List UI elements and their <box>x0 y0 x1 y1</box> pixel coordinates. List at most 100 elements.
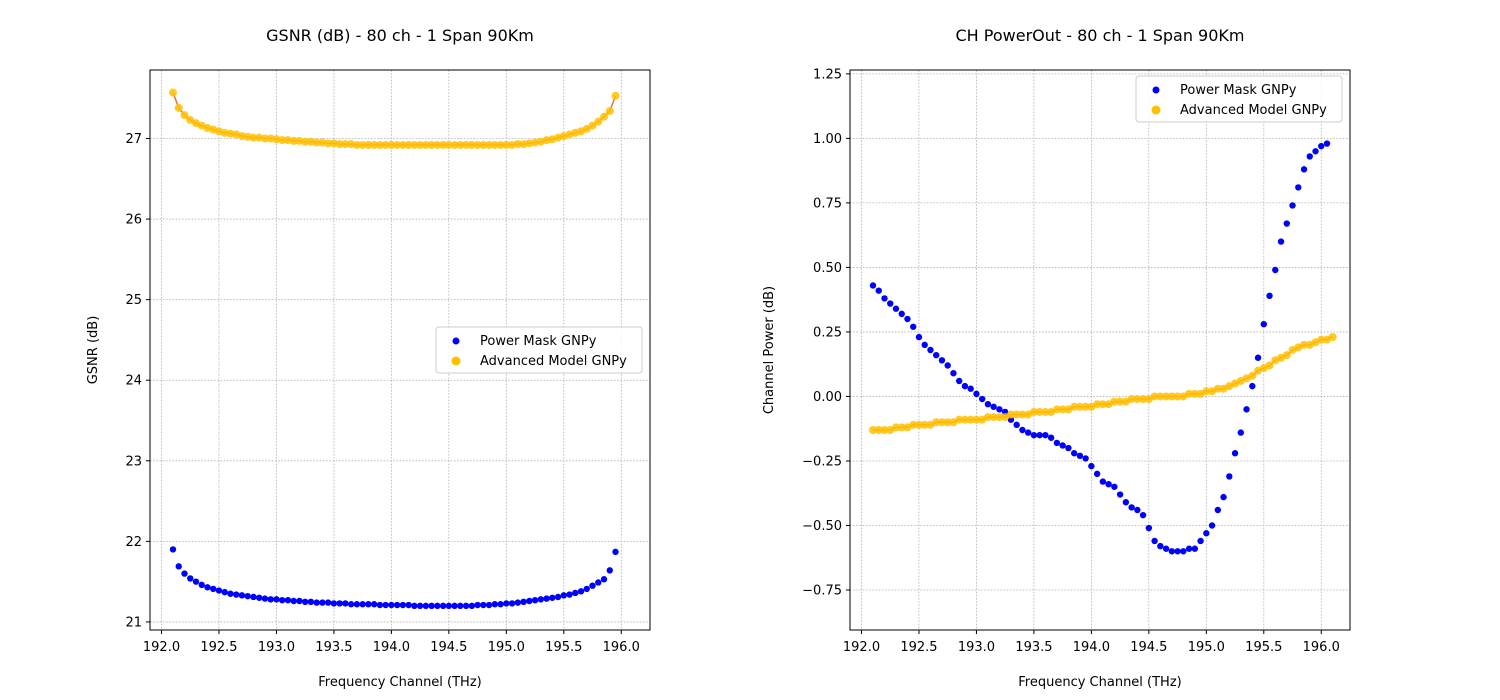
data-point <box>543 595 550 602</box>
x-tick-label: 193.5 <box>315 640 352 655</box>
data-point <box>261 595 269 602</box>
data-point <box>221 588 228 596</box>
data-point <box>577 588 585 595</box>
data-point <box>416 140 425 149</box>
data-point <box>1202 387 1211 396</box>
data-point <box>1006 410 1015 419</box>
data-point <box>898 310 905 318</box>
chart-title: CH PowerOut - 80 ch - 1 Span 90Km <box>956 26 1245 45</box>
data-point <box>531 596 539 604</box>
legend-box <box>435 326 643 374</box>
data-point <box>1133 395 1142 404</box>
data-point <box>537 596 544 603</box>
data-point <box>1093 400 1102 409</box>
data-point <box>215 587 223 594</box>
data-point <box>1243 406 1250 413</box>
y-tick-label: 23 <box>125 454 142 469</box>
data-point <box>451 602 458 610</box>
y-tick-label: 26 <box>125 213 142 228</box>
data-point <box>479 140 488 149</box>
data-point <box>1191 545 1199 552</box>
data-point <box>503 600 510 607</box>
data-point <box>1042 431 1049 439</box>
data-point <box>897 423 906 432</box>
data-point <box>526 597 533 605</box>
data-point <box>904 315 911 323</box>
data-point <box>1295 184 1302 191</box>
data-point <box>485 140 494 149</box>
data-point <box>496 140 505 149</box>
y-tick-label: 0.50 <box>813 261 842 276</box>
data-point <box>978 395 986 403</box>
data-point <box>433 140 442 149</box>
data-point <box>566 591 573 598</box>
data-point <box>192 578 200 585</box>
data-point <box>933 351 940 359</box>
data-point <box>358 140 367 149</box>
data-point <box>462 602 470 610</box>
data-point <box>244 592 251 600</box>
series-2 <box>168 88 620 149</box>
legend: Power Mask GNPy Advanced Model GNPy <box>435 326 643 374</box>
data-point <box>1208 522 1216 529</box>
series-1 <box>169 546 619 610</box>
data-point <box>473 140 482 149</box>
data-point <box>600 112 609 121</box>
data-point <box>370 140 379 149</box>
data-point <box>296 597 303 605</box>
x-tick-label: 194.5 <box>430 640 467 655</box>
x-tick-label: 192.0 <box>143 640 180 655</box>
data-point <box>600 576 608 583</box>
data-point <box>1036 431 1043 439</box>
data-point <box>324 599 332 606</box>
series-2 <box>868 333 1337 434</box>
data-point <box>1220 493 1227 501</box>
data-point <box>967 385 974 392</box>
data-point <box>1185 389 1194 398</box>
data-point <box>1058 405 1067 414</box>
data-point <box>1213 384 1222 393</box>
data-point <box>1128 504 1135 511</box>
data-point <box>187 575 194 582</box>
data-point <box>210 585 217 593</box>
data-point <box>1082 455 1089 462</box>
data-point <box>444 140 453 149</box>
data-point <box>1289 202 1296 209</box>
data-point <box>869 282 877 289</box>
legend-marker <box>452 337 460 345</box>
data-point <box>1231 450 1239 457</box>
data-point <box>353 601 361 608</box>
data-point <box>589 582 596 589</box>
data-point <box>1012 410 1021 419</box>
data-point <box>1167 392 1176 401</box>
data-point <box>990 403 997 410</box>
data-point <box>1306 153 1313 160</box>
data-point <box>549 594 556 601</box>
data-point <box>382 601 389 609</box>
y-tick-label: 22 <box>125 535 142 550</box>
data-point <box>513 140 522 149</box>
data-point <box>1312 148 1319 155</box>
data-point <box>168 88 177 97</box>
data-point <box>491 601 499 608</box>
data-point <box>612 548 619 556</box>
data-point <box>398 140 407 149</box>
data-point <box>594 117 603 126</box>
data-point <box>1018 410 1027 419</box>
data-point <box>457 602 464 610</box>
data-point <box>347 601 355 608</box>
data-point <box>1065 444 1072 452</box>
data-point <box>365 601 372 608</box>
data-point <box>416 602 424 610</box>
y-tick-label: 21 <box>125 615 142 630</box>
data-point <box>1203 530 1210 537</box>
data-point <box>1059 442 1066 449</box>
data-point <box>375 140 384 149</box>
data-point <box>595 579 602 586</box>
data-point <box>284 596 292 604</box>
data-point <box>880 426 889 434</box>
plot-frame <box>849 69 1351 631</box>
data-point <box>1157 542 1164 550</box>
y-tick-label: 0.25 <box>813 325 842 340</box>
data-point <box>387 140 396 149</box>
